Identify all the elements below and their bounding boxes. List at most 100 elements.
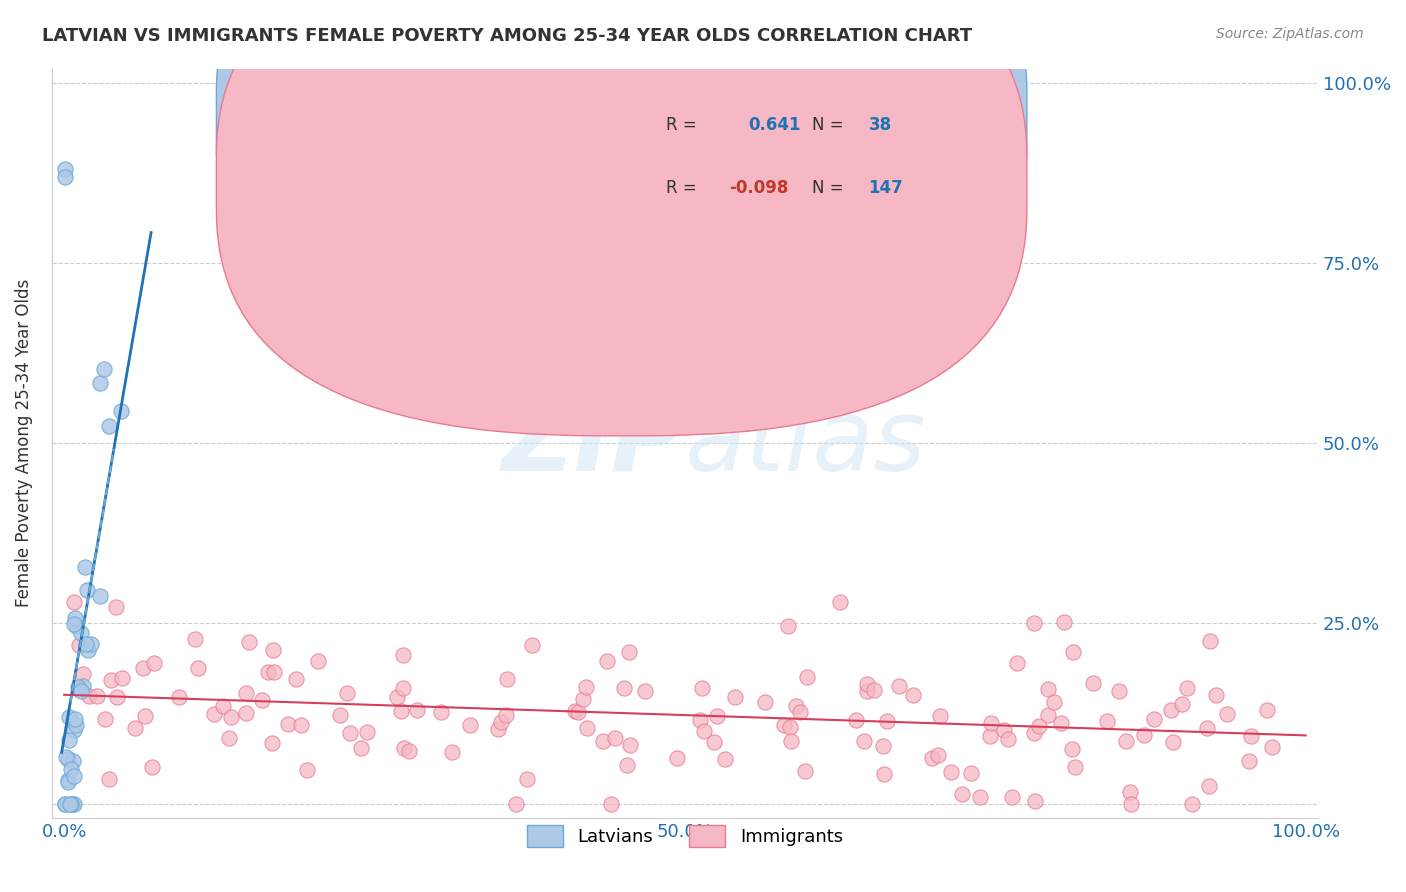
Point [110, 404, 132, 418]
Point [212, 698, 235, 713]
Text: R =: R = [666, 179, 697, 197]
Point [929, 709, 952, 723]
Point [441, 745, 464, 759]
Point [1097, 714, 1119, 728]
Point [872, 739, 894, 754]
Point [63, 610, 86, 624]
Point [1062, 742, 1084, 756]
Point [1024, 726, 1046, 740]
Point [63, 712, 86, 726]
Point [307, 654, 329, 668]
Point [65, 619, 87, 633]
Point [202, 706, 225, 721]
Point [887, 679, 910, 693]
Point [93, 362, 115, 376]
Point [339, 726, 361, 740]
Point [55, 169, 77, 184]
Point [505, 797, 527, 811]
Text: ZIP: ZIP [502, 395, 685, 491]
Point [58, 710, 80, 724]
Point [405, 703, 427, 717]
Point [901, 688, 924, 702]
Point [1062, 644, 1084, 658]
Point [873, 767, 896, 781]
Point [63, 723, 86, 738]
Point [724, 690, 747, 704]
Point [290, 717, 312, 731]
Point [853, 734, 876, 748]
Point [250, 693, 273, 707]
Text: Source: ZipAtlas.com: Source: ZipAtlas.com [1216, 27, 1364, 41]
FancyBboxPatch shape [571, 113, 938, 226]
Point [1237, 754, 1260, 768]
Point [218, 731, 240, 746]
Legend: Latvians, Immigrants: Latvians, Immigrants [520, 818, 851, 854]
Point [131, 661, 153, 675]
FancyBboxPatch shape [217, 0, 1026, 436]
Point [1133, 728, 1156, 742]
Point [72, 667, 94, 681]
Point [619, 738, 641, 752]
Y-axis label: Female Poverty Among 25-34 Year Olds: Female Poverty Among 25-34 Year Olds [15, 279, 32, 607]
Point [979, 729, 1001, 743]
Point [104, 600, 127, 615]
Point [572, 691, 595, 706]
Point [1143, 712, 1166, 726]
Point [134, 709, 156, 723]
Point [1036, 681, 1059, 696]
Point [592, 734, 614, 748]
Point [67, 638, 90, 652]
Point [398, 744, 420, 758]
Point [950, 788, 973, 802]
Point [1171, 697, 1194, 711]
Point [689, 713, 711, 727]
Point [1181, 797, 1204, 811]
Text: 0.641: 0.641 [748, 116, 801, 134]
Point [72, 679, 94, 693]
Point [921, 751, 943, 765]
Point [80, 637, 103, 651]
Point [845, 713, 868, 727]
Point [980, 715, 1002, 730]
Point [1256, 703, 1278, 717]
Point [100, 673, 122, 687]
Point [794, 764, 817, 778]
Point [1195, 722, 1218, 736]
Point [789, 705, 811, 719]
Point [1005, 656, 1028, 670]
Point [186, 661, 208, 675]
Point [690, 681, 713, 695]
Point [1024, 794, 1046, 808]
Point [169, 690, 191, 704]
Point [773, 717, 796, 731]
Point [1121, 797, 1143, 811]
Text: 38: 38 [869, 116, 891, 134]
Point [960, 766, 983, 780]
Point [235, 686, 257, 700]
Point [56, 772, 79, 787]
Point [56, 774, 79, 789]
Point [75, 637, 97, 651]
Point [1261, 739, 1284, 754]
Point [389, 704, 412, 718]
Point [796, 670, 818, 684]
Point [575, 721, 598, 735]
Point [489, 715, 512, 730]
Point [76, 582, 98, 597]
Point [596, 654, 619, 668]
Point [124, 721, 146, 735]
Point [73, 559, 96, 574]
Point [1161, 735, 1184, 749]
Point [59, 797, 82, 811]
Point [1198, 779, 1220, 793]
Point [780, 733, 803, 747]
Point [356, 725, 378, 739]
Point [1083, 676, 1105, 690]
Point [495, 673, 517, 687]
Point [703, 735, 725, 749]
Point [62, 797, 84, 811]
Text: 147: 147 [869, 179, 903, 197]
Point [613, 681, 636, 696]
Point [927, 748, 949, 763]
Point [754, 695, 776, 709]
